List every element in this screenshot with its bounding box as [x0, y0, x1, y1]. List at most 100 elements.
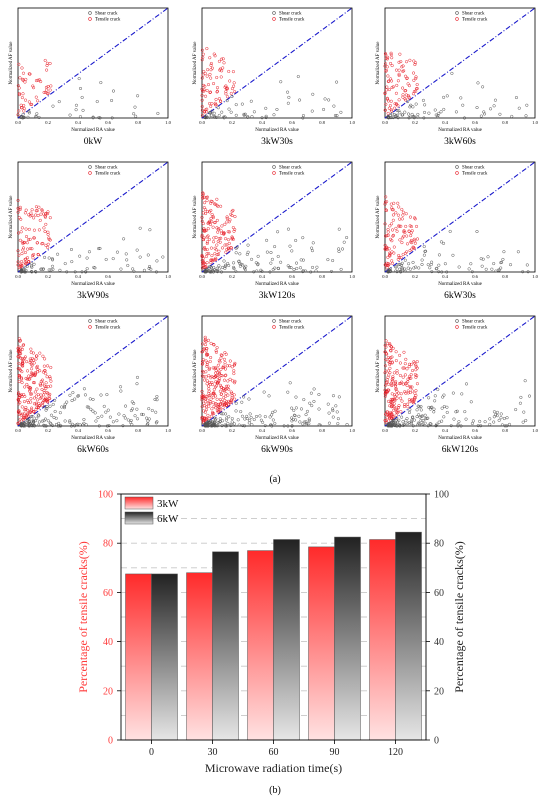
x-tick-label: 0.8 [502, 120, 508, 125]
tensile-crack-point [219, 353, 223, 357]
tensile-crack-point [209, 61, 213, 66]
tensile-crack-point [21, 418, 25, 422]
shear-crack-point [286, 101, 290, 105]
tensile-crack-point [412, 398, 416, 402]
x-tick-label: 0.4 [75, 428, 81, 433]
tensile-crack-point [31, 409, 36, 414]
tensile-crack-point [225, 220, 229, 224]
shear-crack-point [214, 269, 218, 273]
y-tick-label-left: 100 [98, 490, 113, 501]
tensile-crack-point [383, 390, 387, 395]
shear-crack-point [232, 261, 236, 265]
tensile-crack-point [25, 399, 30, 403]
shear-crack-point [398, 111, 402, 115]
tensile-crack-point [401, 93, 405, 97]
tensile-crack-point [217, 97, 221, 101]
tensile-crack-point [223, 351, 227, 355]
shear-crack-point [33, 270, 38, 274]
tensile-crack-point [212, 236, 216, 240]
shear-crack-point [234, 251, 238, 255]
shear-crack-point [416, 404, 420, 408]
tensile-crack-point [19, 103, 23, 107]
shear-crack-point [133, 105, 137, 109]
tensile-crack-point [394, 359, 398, 363]
shear-crack-point [403, 269, 407, 273]
shear-crack-point [135, 417, 140, 421]
y-axis-label: Normalized AF value [376, 41, 381, 85]
shear-crack-point [230, 420, 234, 424]
shear-crack-point [519, 395, 523, 399]
shear-crack-point [68, 393, 72, 397]
tensile-crack-point [29, 400, 33, 404]
tensile-crack-point [384, 53, 388, 57]
legend-tensile-label: Tensile crack [279, 326, 305, 331]
tensile-crack-point [216, 230, 220, 234]
shear-crack-point [149, 267, 153, 271]
tensile-crack-point [36, 392, 40, 397]
tensile-crack-point [397, 60, 401, 64]
tensile-crack-point [208, 219, 212, 223]
shear-crack-point [301, 258, 305, 262]
tensile-crack-point [402, 234, 406, 238]
shear-crack-point [218, 417, 222, 421]
tensile-crack-point [233, 227, 237, 232]
tensile-crack-point [224, 384, 229, 388]
tensile-crack-point [47, 236, 51, 240]
shear-crack-point [428, 266, 432, 270]
bar-6kW [151, 573, 178, 741]
tensile-crack-point [231, 70, 235, 74]
tensile-crack-point [414, 224, 419, 228]
shear-crack-point [92, 265, 96, 269]
tensile-crack-point [405, 402, 409, 406]
shear-crack-point [252, 110, 256, 114]
tensile-crack-point [228, 364, 232, 368]
shear-crack-point [97, 424, 101, 428]
shear-crack-point [406, 422, 410, 426]
tensile-crack-point [208, 400, 212, 404]
shear-crack-point [243, 417, 247, 421]
shear-crack-point [409, 103, 413, 107]
tensile-crack-point [385, 352, 389, 356]
tensile-crack-point [209, 341, 213, 345]
tensile-crack-point [29, 350, 33, 354]
tensile-crack-point [232, 369, 236, 373]
legend-tensile-marker [272, 325, 276, 329]
shear-crack-point [336, 417, 340, 421]
tensile-crack-point [208, 72, 212, 76]
tensile-crack-point [210, 254, 214, 258]
tensile-crack-point [34, 394, 38, 398]
tensile-crack-point [397, 73, 401, 78]
shear-crack-point [232, 265, 236, 269]
tensile-crack-point [386, 375, 390, 379]
bar-3kW [186, 572, 213, 741]
tensile-crack-point [388, 361, 392, 365]
shear-crack-point [505, 416, 509, 420]
shear-crack-point [294, 238, 298, 243]
shear-crack-point [442, 415, 446, 419]
shear-crack-point [262, 390, 266, 394]
shear-crack-point [268, 270, 272, 274]
tensile-crack-point [36, 253, 41, 257]
diagonal-line [17, 315, 169, 427]
tensile-crack-point [19, 230, 23, 234]
shear-crack-point [42, 405, 46, 409]
shear-crack-point [26, 417, 30, 422]
tensile-crack-point [397, 382, 402, 386]
shear-crack-point [517, 106, 521, 110]
shear-crack-point [70, 399, 74, 403]
tensile-crack-point [225, 386, 229, 390]
shear-crack-point [40, 419, 44, 423]
shear-crack-point [203, 423, 207, 427]
tensile-crack-point [25, 369, 30, 373]
shear-crack-point [80, 270, 84, 274]
tensile-crack-point [201, 211, 206, 215]
shear-crack-point [415, 415, 419, 419]
shear-crack-point [426, 263, 430, 267]
shear-crack-point [422, 110, 427, 114]
x-tick-label: 0 [149, 747, 154, 758]
bar-6kW [212, 551, 239, 741]
shear-crack-point [299, 407, 304, 411]
tensile-crack-point [393, 384, 397, 388]
shear-crack-point [223, 423, 227, 427]
